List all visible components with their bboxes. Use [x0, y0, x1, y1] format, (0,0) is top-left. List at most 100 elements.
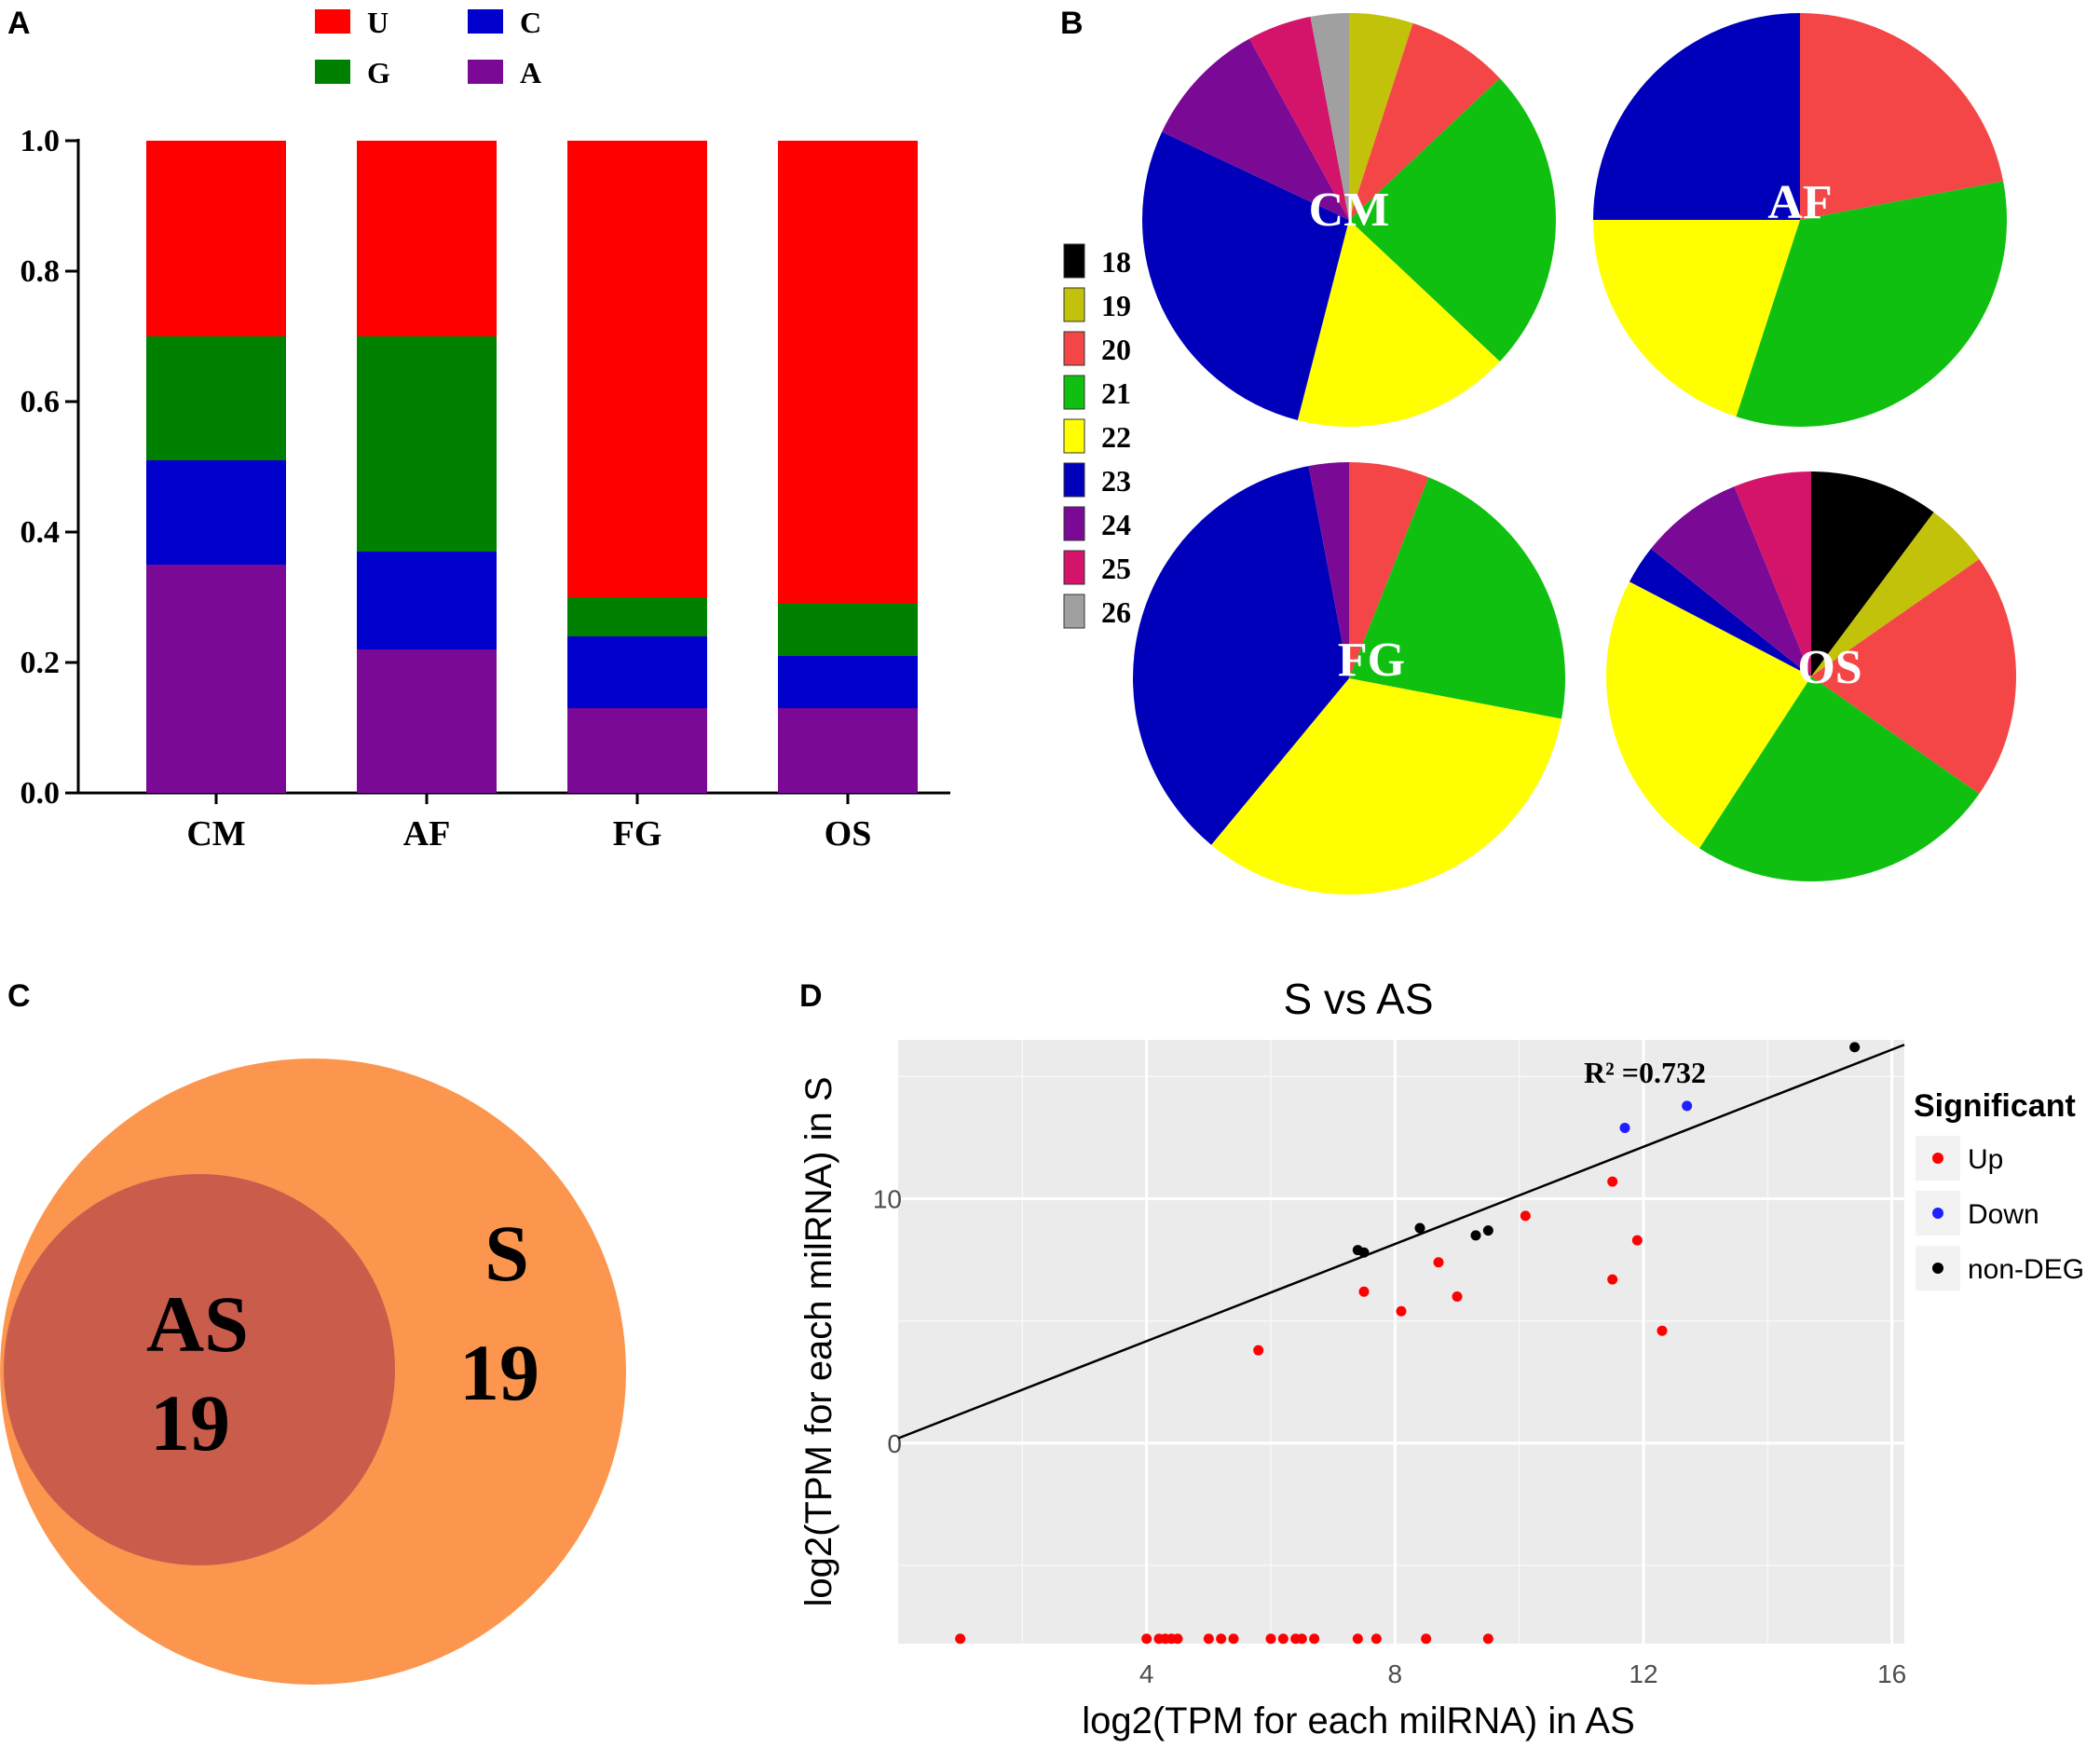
data-point-up: [1433, 1257, 1444, 1268]
pie-slice-os-22: [1606, 581, 1811, 849]
panel-label-d: D: [799, 978, 823, 1014]
panel-label-b: B: [1060, 6, 1084, 41]
legend-label: 23: [1101, 464, 1131, 498]
legend-swatch-C: [468, 9, 503, 34]
x-tick-label: 16: [1877, 1659, 1906, 1688]
data-point-up: [1228, 1633, 1239, 1645]
data-point-up: [1203, 1633, 1214, 1645]
pie-slice-af-22: [1593, 220, 1800, 417]
legend-swatch-len20: [1063, 331, 1085, 366]
x-axis-label: log2(TPM for each milRNA) in AS: [1082, 1700, 1635, 1741]
legend-label: G: [367, 56, 390, 89]
pie-slice-cm-22: [1297, 220, 1500, 427]
panel-a-stacked-bar-chart: 0.0 0.2 0.4 0.6 0.8 1.0 CM AF FG OS U C G A: [20, 6, 950, 854]
pie-slice-cm-24: [1162, 38, 1349, 220]
pie-slice-os-19: [1811, 512, 1980, 676]
legend-label: Down: [1968, 1199, 2039, 1230]
panel-label-a: A: [7, 6, 31, 41]
legend-marker-non-deg: [1932, 1263, 1943, 1274]
y-tick-label: 0: [887, 1429, 902, 1458]
data-point-up: [1216, 1633, 1227, 1645]
pie-slice-os-25: [1734, 471, 1811, 676]
venn-label-s-name: S: [484, 1209, 529, 1298]
legend-label: 20: [1101, 333, 1131, 366]
data-point-non-deg: [1482, 1225, 1493, 1236]
pie-slice-af-20: [1800, 12, 2004, 220]
venn-label-as-count: 19: [150, 1378, 230, 1468]
x-tick-label: FG: [613, 814, 662, 854]
panel-b-pie-charts: CM AF FG OS 18 19 20 21 22 23 24 25 26: [1063, 12, 2016, 894]
y-tick-label: 0.0: [20, 776, 61, 811]
bar-segment-A-os: [778, 708, 918, 793]
legend-swatch-len18: [1063, 243, 1085, 279]
legend-swatch-len22: [1063, 418, 1085, 454]
pie-label-cm: CM: [1309, 184, 1390, 237]
data-point-up: [1277, 1633, 1289, 1645]
legend-label: A: [520, 56, 541, 89]
panel-label-c: C: [7, 978, 31, 1014]
pie-slice-os-20: [1811, 559, 2016, 794]
data-point-up: [1358, 1286, 1370, 1297]
venn-set-as: [4, 1174, 395, 1565]
pie-slice-os-23: [1629, 548, 1811, 676]
legend-label: 25: [1101, 552, 1131, 585]
pie-slice-cm-26: [1310, 13, 1349, 220]
bar-segment-U-cm: [146, 141, 286, 336]
y-tick-label: 10: [873, 1185, 902, 1214]
pie-slice-af-23: [1593, 13, 1800, 220]
y-axis-label: log2(TPM for each milRNA) in S: [798, 1076, 839, 1606]
pie-slice-af-21: [1736, 181, 2007, 428]
data-point-non-deg: [1414, 1222, 1425, 1234]
legend-label: 18: [1101, 245, 1131, 279]
legend-swatch-len26: [1063, 594, 1085, 629]
data-point-non-deg: [1358, 1247, 1370, 1258]
legend-marker-up: [1932, 1153, 1943, 1164]
venn-label-as-name: AS: [146, 1279, 249, 1369]
pie-slice-cm-23: [1142, 131, 1349, 421]
data-point-up: [1265, 1633, 1276, 1645]
legend-swatch-A: [468, 60, 503, 84]
bar-segment-G-fg: [567, 597, 707, 636]
legend-label: Up: [1968, 1144, 2003, 1175]
y-tick-label: 0.8: [20, 254, 61, 289]
bar-segment-G-cm: [146, 336, 286, 460]
pie-slice-fg-20: [1349, 462, 1429, 678]
data-point-up: [1421, 1633, 1432, 1645]
bar-segment-C-os: [778, 656, 918, 708]
data-point-up: [1172, 1633, 1183, 1645]
legend-title: Significant: [1914, 1088, 2076, 1124]
panel-d-scatter-plot: 4 8 12 16 0 10 R² =0.732 S vs AS log2(TPM for ea…: [798, 975, 2084, 1741]
data-point-up: [1657, 1325, 1668, 1336]
data-point-up: [1253, 1345, 1264, 1356]
legend-label: U: [367, 6, 389, 39]
data-point-down: [1619, 1122, 1630, 1133]
legend-swatch-len23: [1063, 462, 1085, 498]
bar-segment-C-af: [357, 552, 497, 649]
legend-swatch-U: [315, 9, 350, 34]
bar-segment-G-os: [778, 604, 918, 656]
x-tick-label: AF: [403, 814, 451, 854]
legend-swatch-len19: [1063, 287, 1085, 322]
pie-slice-cm-19: [1349, 13, 1413, 220]
x-tick-label: 4: [1139, 1659, 1154, 1688]
data-point-up: [1452, 1291, 1463, 1302]
data-point-up: [1352, 1633, 1363, 1645]
legend-swatch-len21: [1063, 375, 1085, 410]
data-point-non-deg: [1849, 1042, 1861, 1053]
data-point-up: [1370, 1633, 1382, 1645]
legend-label: 26: [1101, 595, 1131, 629]
legend-label: non-DEG: [1968, 1254, 2084, 1285]
bar-segment-C-cm: [146, 460, 286, 565]
data-point-down: [1682, 1100, 1693, 1112]
x-tick-label: OS: [825, 814, 872, 854]
bar-segment-A-af: [357, 649, 497, 793]
r-squared-annotation: R² =0.732: [1584, 1056, 1706, 1089]
pie-label-os: OS: [1797, 641, 1861, 694]
legend-swatch-len25: [1063, 550, 1085, 585]
regression-line: [897, 1044, 1905, 1440]
legend-label: 19: [1101, 289, 1131, 322]
pie-label-af: AF: [1767, 176, 1832, 229]
venn-label-s-count: 19: [459, 1328, 539, 1417]
